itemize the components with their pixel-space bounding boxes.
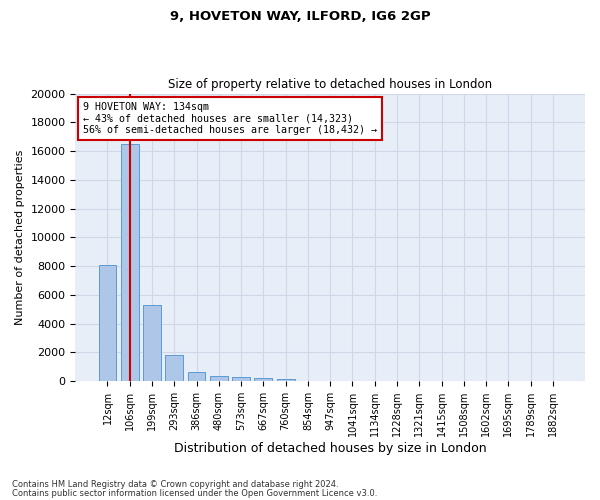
Bar: [254, 378, 272, 381]
Bar: [232, 378, 250, 381]
Bar: [277, 379, 295, 381]
Text: 9, HOVETON WAY, ILFORD, IG6 2GP: 9, HOVETON WAY, ILFORD, IG6 2GP: [170, 10, 430, 23]
Text: Contains public sector information licensed under the Open Government Licence v3: Contains public sector information licen…: [12, 489, 377, 498]
Bar: [121, 144, 139, 381]
Bar: [210, 376, 228, 381]
Bar: [188, 372, 205, 381]
Y-axis label: Number of detached properties: Number of detached properties: [15, 150, 25, 325]
Bar: [98, 264, 116, 381]
Title: Size of property relative to detached houses in London: Size of property relative to detached ho…: [168, 78, 492, 91]
Bar: [166, 354, 183, 381]
Text: Contains HM Land Registry data © Crown copyright and database right 2024.: Contains HM Land Registry data © Crown c…: [12, 480, 338, 489]
X-axis label: Distribution of detached houses by size in London: Distribution of detached houses by size …: [174, 442, 487, 455]
Bar: [143, 305, 161, 381]
Text: 9 HOVETON WAY: 134sqm
← 43% of detached houses are smaller (14,323)
56% of semi-: 9 HOVETON WAY: 134sqm ← 43% of detached …: [83, 102, 377, 136]
